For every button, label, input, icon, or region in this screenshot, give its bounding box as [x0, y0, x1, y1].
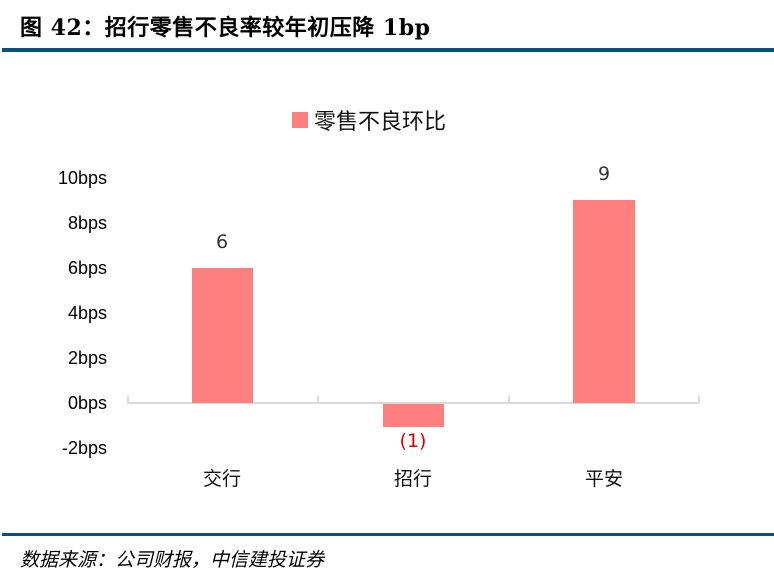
- x-category-label: 交行: [202, 468, 241, 490]
- x-axis-tick: [508, 396, 510, 404]
- y-tick-label: 0bps: [67, 393, 107, 413]
- y-tick-label: 6bps: [67, 258, 107, 278]
- x-axis-line: [128, 402, 700, 404]
- x-category-label: 平安: [584, 468, 623, 490]
- y-tick-label: 8bps: [67, 213, 107, 233]
- top-rule: [2, 48, 774, 52]
- y-tick-label: 4bps: [67, 303, 107, 323]
- x-axis-tick: [698, 396, 700, 404]
- legend-label: 零售不良环比: [314, 110, 447, 135]
- bar-zhaohang: [383, 404, 444, 427]
- data-label: 6: [215, 231, 229, 253]
- legend-swatch-icon: [292, 112, 308, 128]
- x-category-label: 招行: [393, 468, 432, 490]
- data-label-negative: (1): [399, 430, 427, 452]
- y-tick-label: -2bps: [61, 438, 107, 458]
- chart-legend: 零售不良环比: [292, 104, 446, 136]
- bar-jiaohang: [192, 268, 253, 403]
- y-tick-label: 10bps: [57, 168, 107, 188]
- bottom-rule: [2, 533, 774, 536]
- x-axis-tick: [127, 396, 129, 404]
- x-axis-tick: [317, 396, 319, 404]
- source-note: 数据来源：公司财报，中信建投证券: [20, 549, 325, 571]
- bar-pingan: [573, 200, 635, 403]
- figure-title: 图 42：招行零售不良率较年初压降 1bp: [20, 15, 431, 41]
- y-tick-label: 2bps: [67, 348, 107, 368]
- data-label: 9: [597, 163, 611, 185]
